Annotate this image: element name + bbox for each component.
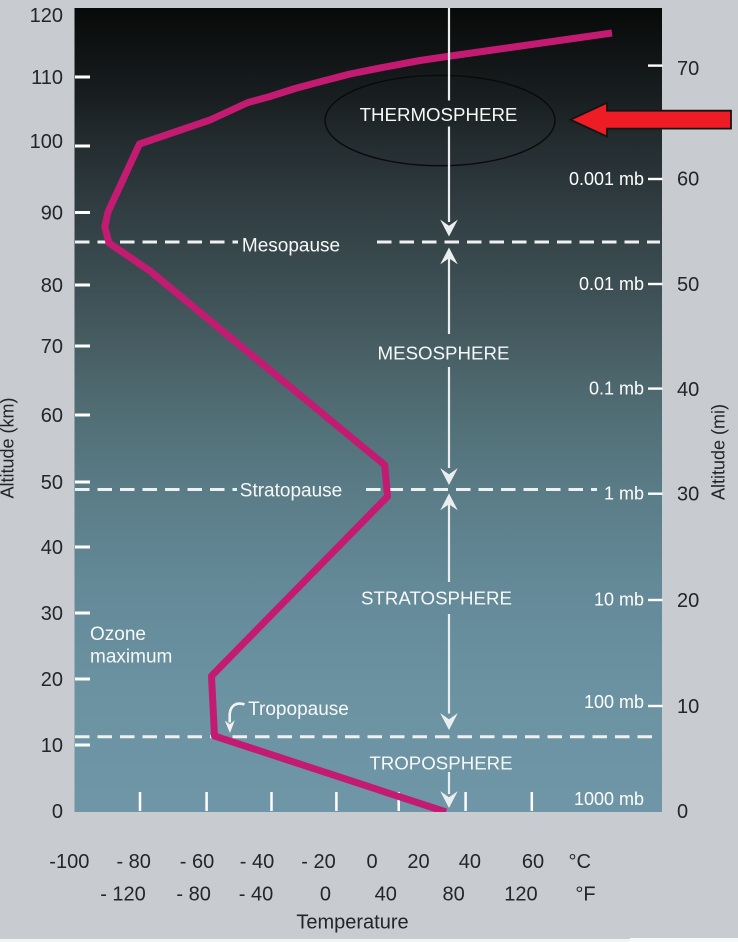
svg-text:120: 120 [30, 5, 63, 27]
svg-text:100: 100 [30, 131, 63, 153]
svg-text:-100: -100 [49, 851, 89, 873]
svg-text:100 mb: 100 mb [584, 692, 644, 712]
svg-text:0.01 mb: 0.01 mb [579, 274, 644, 294]
svg-text:1000 mb: 1000 mb [574, 789, 644, 809]
svg-text:0: 0 [320, 884, 331, 906]
svg-text:0.1 mb: 0.1 mb [589, 379, 644, 399]
svg-text:Temperature: Temperature [296, 912, 408, 934]
svg-text:20: 20 [677, 590, 699, 612]
svg-text:40: 40 [677, 379, 699, 401]
svg-text:40: 40 [41, 537, 63, 559]
svg-text:10: 10 [677, 696, 699, 718]
svg-text:60: 60 [677, 169, 699, 191]
svg-text:- 40: - 40 [239, 884, 273, 906]
svg-text:Altitude (km): Altitude (km) [0, 397, 18, 498]
svg-text:THERMOSPHERE: THERMOSPHERE [360, 104, 518, 125]
svg-text:Ozone: Ozone [90, 624, 146, 645]
svg-text:10: 10 [41, 735, 63, 757]
svg-text:Mesopause: Mesopause [242, 236, 340, 257]
svg-text:30: 30 [677, 484, 699, 506]
svg-text:50: 50 [677, 274, 699, 296]
svg-text:20: 20 [41, 669, 63, 691]
svg-text:40: 40 [375, 884, 397, 906]
svg-text:120: 120 [504, 884, 537, 906]
svg-text:- 60: - 60 [180, 851, 214, 873]
svg-text:40: 40 [459, 851, 481, 873]
svg-text:0: 0 [677, 801, 688, 823]
svg-text:50: 50 [41, 472, 63, 494]
svg-text:0: 0 [367, 851, 378, 873]
svg-text:- 20: - 20 [301, 851, 335, 873]
svg-text:30: 30 [41, 603, 63, 625]
svg-text:0: 0 [52, 801, 63, 823]
svg-text:STRATOSPHERE: STRATOSPHERE [361, 588, 512, 609]
svg-text:Altitude (mi): Altitude (mi) [709, 404, 729, 500]
svg-text:60: 60 [41, 405, 63, 427]
svg-text:°C: °C [568, 851, 590, 873]
svg-text:- 40: - 40 [240, 851, 274, 873]
svg-text:60: 60 [522, 851, 544, 873]
svg-text:- 80: - 80 [116, 851, 150, 873]
svg-text:Tropopause: Tropopause [248, 699, 349, 720]
svg-text:°F: °F [575, 884, 595, 906]
svg-text:Stratopause: Stratopause [240, 481, 342, 502]
svg-text:MESOSPHERE: MESOSPHERE [378, 343, 510, 364]
svg-text:maximum: maximum [90, 647, 172, 668]
svg-text:10 mb: 10 mb [594, 590, 644, 610]
svg-text:110: 110 [31, 67, 63, 89]
svg-text:80: 80 [41, 275, 63, 297]
svg-text:0.001 mb: 0.001 mb [569, 169, 644, 189]
svg-text:TROPOSPHERE: TROPOSPHERE [369, 752, 512, 773]
svg-text:90: 90 [41, 203, 63, 225]
svg-text:- 120: - 120 [100, 884, 146, 906]
svg-text:70: 70 [677, 58, 699, 80]
svg-text:70: 70 [41, 336, 63, 358]
svg-text:1 mb: 1 mb [604, 484, 644, 504]
svg-text:- 80: - 80 [176, 884, 210, 906]
svg-text:20: 20 [407, 851, 429, 873]
svg-text:80: 80 [442, 884, 464, 906]
